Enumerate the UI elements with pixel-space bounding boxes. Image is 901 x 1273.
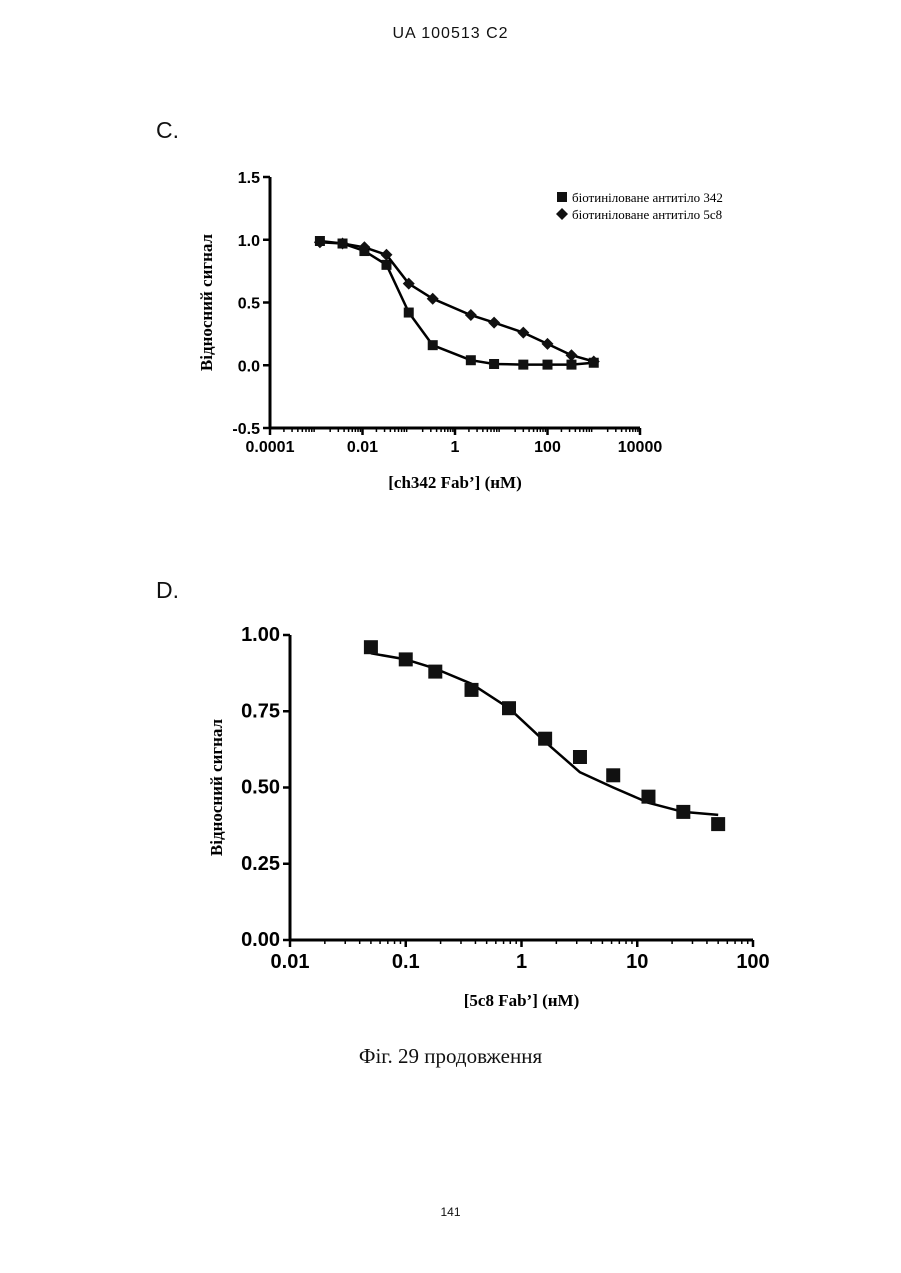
x-tick-label: 0.01 (271, 951, 310, 973)
data-point-diamond (565, 349, 577, 361)
data-point-square (676, 805, 690, 819)
data-point-square (489, 359, 499, 369)
legend-marker-square (557, 192, 567, 202)
y-tick-label: 0.5 (238, 296, 260, 313)
data-point-square (465, 683, 479, 697)
patent-header: UA 100513 C2 (0, 25, 901, 43)
data-point-square (428, 665, 442, 679)
y-tick-label: 1.00 (241, 624, 280, 646)
data-point-square (711, 817, 725, 831)
chart-c: -0.5 0.0 0.5 1.0 1.5 0.0001 0.01 1 100 10000 [ch34… (0, 150, 901, 510)
chart-d: 0.00 0.25 0.50 0.75 1.00 0.01 0.1 1 10 100 [5c8 Fa… (0, 610, 901, 1020)
y-tick-label: 0.75 (241, 700, 280, 722)
x-tick-label: 10000 (618, 439, 663, 456)
x-tick-label: 0.0001 (246, 439, 295, 456)
x-tick-label: 1 (451, 439, 460, 456)
data-point-square (404, 308, 414, 318)
x-axis-label: [5c8 Fab’] (нМ) (464, 991, 580, 1010)
x-tick-label: 0.01 (347, 439, 378, 456)
page-number: 141 (0, 1205, 901, 1219)
data-point-square (428, 340, 438, 350)
data-point-square (573, 750, 587, 764)
legend-entry: біотиніловане антитіло 5c8 (572, 207, 722, 222)
data-point-square (399, 652, 413, 666)
data-point-square (543, 360, 553, 370)
data-point-square (641, 790, 655, 804)
data-point-diamond (488, 317, 500, 329)
x-tick-label: 100 (534, 439, 561, 456)
data-point-square (518, 360, 528, 370)
y-tick-label: 0.00 (241, 929, 280, 951)
y-tick-label: 1.0 (238, 233, 260, 250)
y-tick-label: -0.5 (232, 421, 260, 438)
legend-marker-diamond (556, 208, 568, 220)
y-tick-label: 1.5 (238, 170, 260, 187)
y-axis-label: Відносний сигнал (207, 718, 226, 856)
y-axis-label: Відносний сигнал (197, 233, 216, 371)
data-point-square (538, 732, 552, 746)
x-axis-label: [ch342 Fab’] (нМ) (388, 473, 522, 492)
data-point-diamond (517, 327, 529, 339)
panel-label-c: C. (156, 117, 179, 144)
data-point-square (466, 355, 476, 365)
data-point-diamond (427, 293, 439, 305)
data-point-square (606, 768, 620, 782)
data-point-diamond (465, 309, 477, 321)
y-tick-label: 0.50 (241, 777, 280, 799)
data-point-square (364, 640, 378, 654)
y-tick-label: 0.25 (241, 853, 280, 875)
data-point-square (502, 701, 516, 715)
x-tick-label: 10 (626, 951, 648, 973)
y-tick-label: 0.0 (238, 358, 260, 375)
x-tick-label: 1 (516, 951, 527, 973)
panel-label-d: D. (156, 577, 179, 604)
legend-entry: біотиніловане антитіло 342 (572, 190, 723, 205)
data-point-diamond (542, 338, 554, 350)
figure-caption: Фіг. 29 продовження (0, 1044, 901, 1069)
x-tick-label: 0.1 (392, 951, 420, 973)
x-tick-label: 100 (736, 951, 769, 973)
